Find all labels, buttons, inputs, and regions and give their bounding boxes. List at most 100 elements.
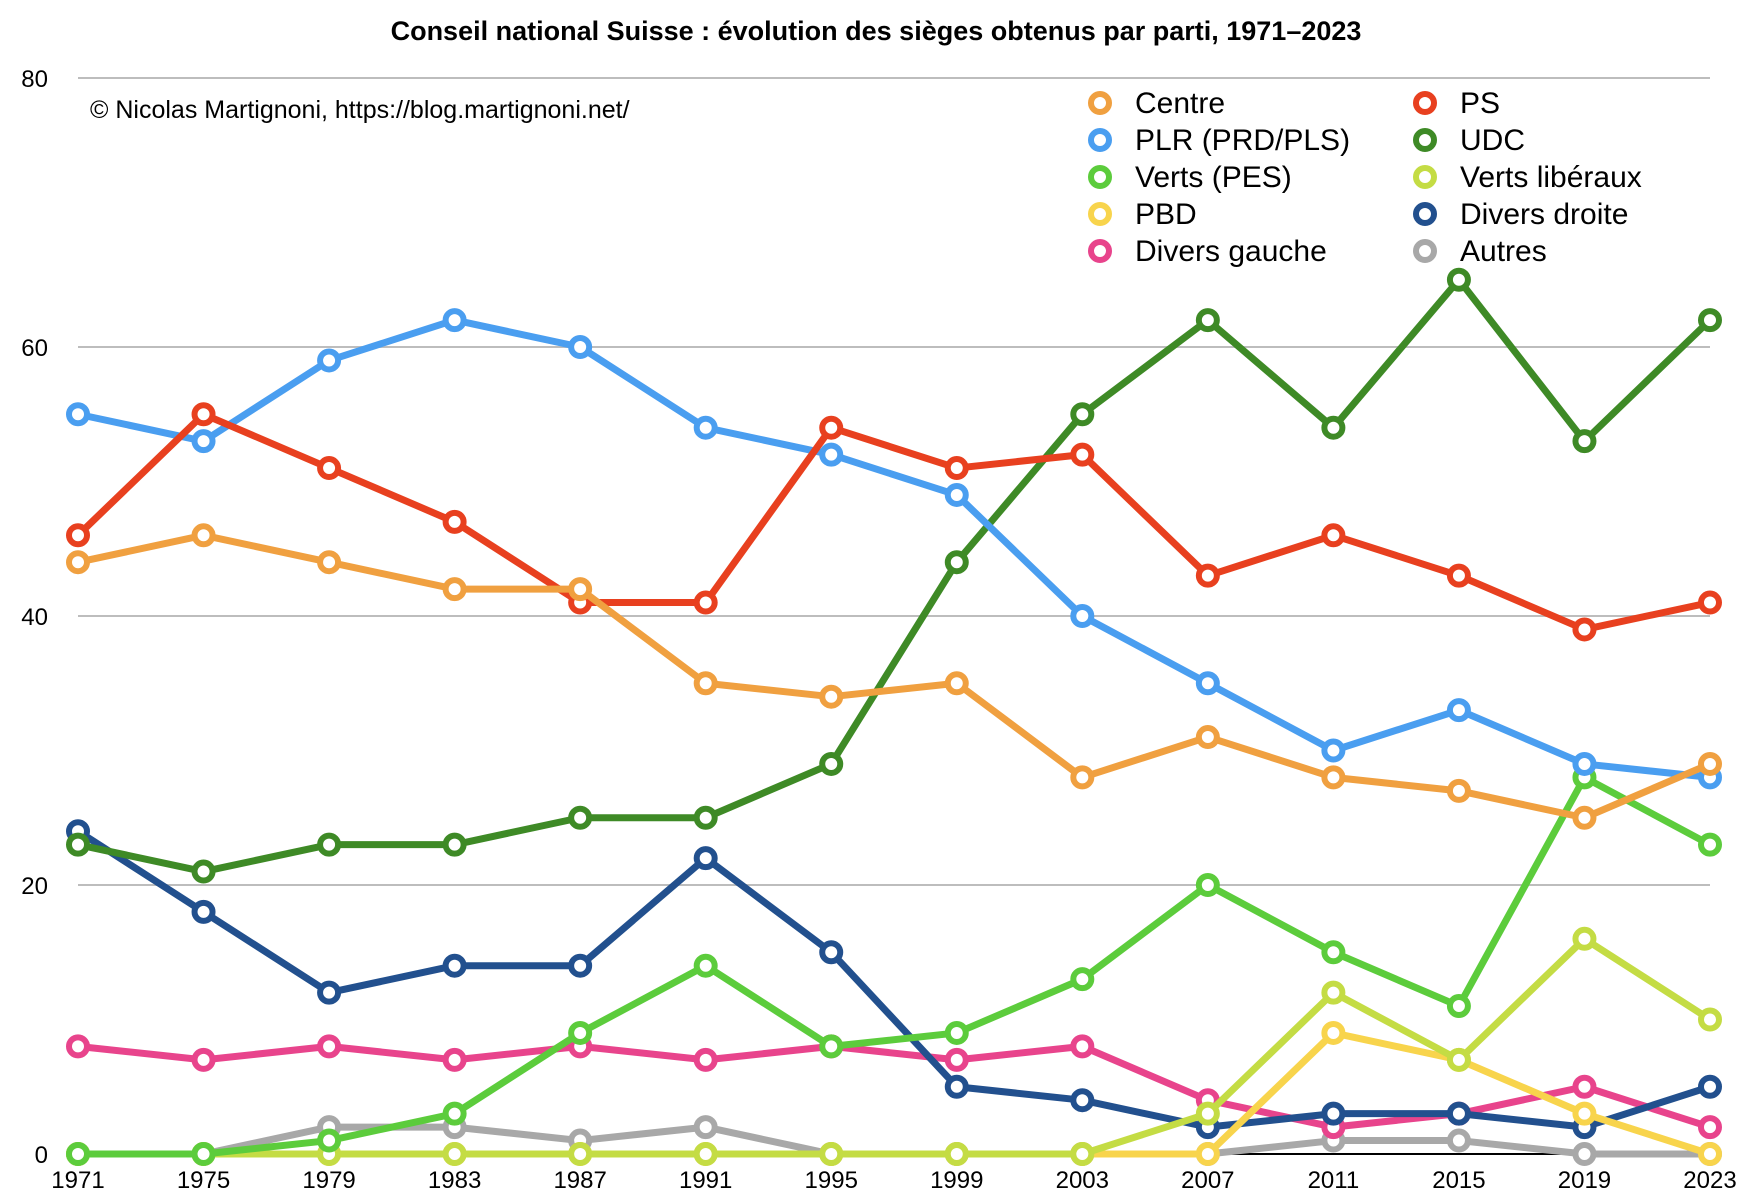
x-tick-label: 2015	[1432, 1167, 1485, 1194]
y-axis: 0 20 40 60 80	[21, 66, 48, 1169]
data-point	[1698, 590, 1722, 615]
data-point	[1195, 671, 1220, 696]
data-point	[1446, 994, 1471, 1019]
data-point	[944, 550, 969, 575]
data-point	[819, 442, 844, 467]
legend-item: PS	[1413, 87, 1500, 120]
data-point	[317, 456, 342, 481]
data-point	[317, 348, 342, 373]
data-point	[1698, 751, 1722, 776]
data-point	[442, 577, 467, 602]
data-point	[944, 1020, 969, 1045]
data-point	[693, 805, 718, 830]
data-point	[1195, 1142, 1220, 1166]
legend-label: PS	[1460, 87, 1500, 120]
data-point	[317, 1034, 342, 1059]
data-point	[1070, 402, 1095, 427]
data-point	[1446, 1047, 1471, 1072]
data-point	[442, 953, 467, 978]
data-point	[693, 590, 718, 615]
series-ps	[66, 402, 1722, 642]
y-tick-label: 60	[21, 335, 48, 362]
data-point	[191, 429, 216, 454]
data-point	[1572, 617, 1597, 642]
data-point	[191, 1142, 216, 1166]
legend-item: Centre	[1088, 87, 1225, 120]
data-point	[568, 577, 593, 602]
data-point	[66, 1142, 90, 1166]
data-point	[442, 1101, 467, 1126]
data-point	[1572, 1142, 1597, 1166]
data-point	[1070, 1034, 1095, 1059]
legend-marker	[1413, 128, 1437, 152]
grid	[78, 77, 1710, 1155]
legend-item: Autres	[1413, 235, 1547, 268]
series-udc	[66, 267, 1722, 884]
data-point	[693, 671, 718, 696]
series-line	[74, 276, 1714, 876]
series-line	[74, 827, 1714, 1131]
data-point	[1572, 751, 1597, 776]
data-point	[1321, 738, 1346, 763]
data-point	[1321, 1020, 1346, 1045]
series-verts-lib-raux	[66, 926, 1722, 1166]
data-point	[317, 550, 342, 575]
x-tick-label: 1979	[302, 1167, 355, 1194]
x-tick-label: 1983	[428, 1167, 481, 1194]
data-point	[1446, 267, 1471, 292]
data-point	[317, 980, 342, 1005]
x-tick-label: 1995	[805, 1167, 858, 1194]
legend: Centre PS PLR (PRD/PLS) UDC Verts (PES) Verts…	[1088, 87, 1642, 268]
legend-label: Autres	[1460, 235, 1547, 268]
data-point	[1698, 1142, 1722, 1166]
data-point	[1321, 765, 1346, 790]
legend-item: Verts libéraux	[1413, 161, 1642, 194]
data-point	[1195, 563, 1220, 588]
data-point	[1446, 778, 1471, 803]
data-point	[1070, 1088, 1095, 1113]
data-point	[1195, 873, 1220, 897]
legend-label: PLR (PRD/PLS)	[1135, 124, 1350, 157]
data-point	[66, 550, 90, 575]
data-point	[1321, 980, 1346, 1005]
y-tick-label: 80	[21, 66, 48, 93]
x-axis: 1971 1975 1979 1983 1987 1991 1995 1999 2003 2007…	[51, 1167, 1736, 1194]
data-point	[1446, 1128, 1471, 1153]
data-point	[1195, 1101, 1220, 1126]
data-point	[693, 415, 718, 440]
legend-label: Centre	[1135, 87, 1225, 120]
data-point	[1195, 308, 1220, 333]
x-tick-label: 1987	[553, 1167, 606, 1194]
data-point	[568, 953, 593, 978]
data-point	[1572, 429, 1597, 454]
data-point	[66, 1034, 90, 1059]
data-point	[568, 805, 593, 830]
legend-marker	[1088, 165, 1112, 189]
legend-label: UDC	[1460, 124, 1525, 157]
x-tick-label: 1975	[177, 1167, 230, 1194]
data-point	[1070, 442, 1095, 467]
data-point	[819, 1142, 844, 1166]
data-point	[317, 832, 342, 857]
chart-title: Conseil national Suisse : évolution des …	[391, 16, 1362, 46]
data-point	[1446, 698, 1471, 723]
data-point	[442, 1142, 467, 1166]
data-point	[1698, 1115, 1722, 1140]
data-point	[191, 859, 216, 884]
data-point	[944, 1047, 969, 1072]
data-point	[191, 1047, 216, 1072]
data-point	[693, 1142, 718, 1166]
x-tick-label: 2019	[1558, 1167, 1611, 1194]
data-point	[1321, 415, 1346, 440]
legend-marker	[1088, 128, 1112, 152]
data-point	[1698, 1007, 1722, 1032]
y-tick-label: 40	[21, 604, 48, 631]
data-point	[944, 1074, 969, 1099]
data-point	[1070, 765, 1095, 790]
data-point	[1195, 725, 1220, 750]
copyright-note: © Nicolas Martignoni, https://blog.marti…	[90, 96, 630, 124]
legend-label: PBD	[1135, 198, 1197, 231]
data-point	[944, 482, 969, 507]
x-tick-label: 1991	[679, 1167, 732, 1194]
data-point	[693, 1115, 718, 1140]
